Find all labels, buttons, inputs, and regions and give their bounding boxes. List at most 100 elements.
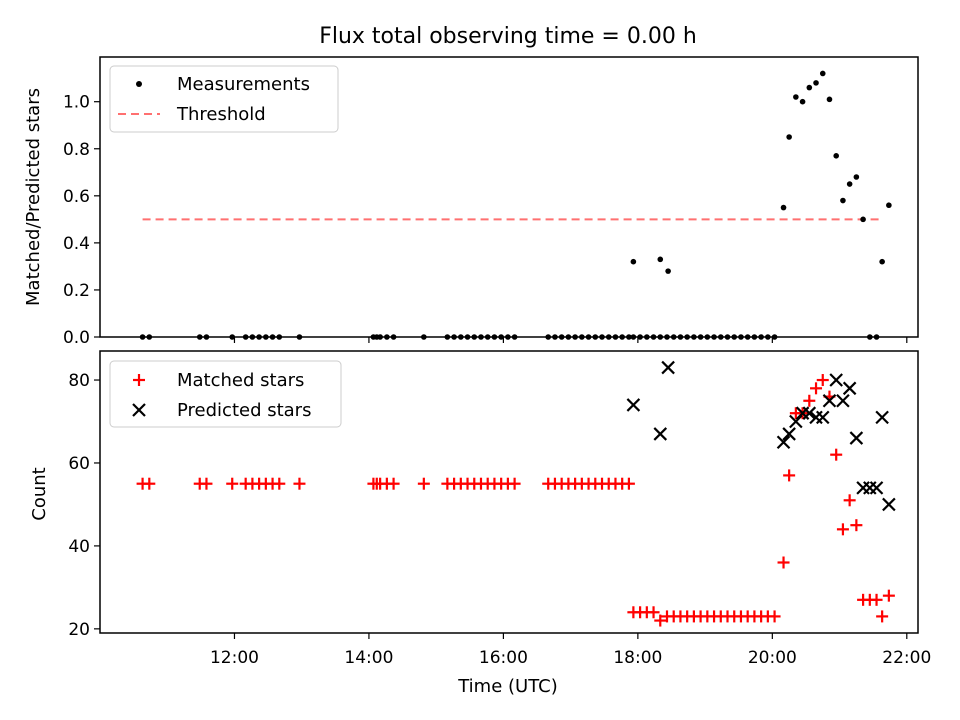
measurement-point [384,334,390,340]
measurement-point [552,334,558,340]
x-tick-label: 16:00 [479,648,528,668]
bottom-y-tick-label: 80 [68,371,90,391]
chart-title: Flux total observing time = 0.00 h [319,24,697,49]
measurement-point [886,202,892,209]
measurement-point [579,334,585,340]
bottom-y-tick-label: 60 [68,454,90,474]
measurement-point [269,334,276,340]
measurement-point [139,334,146,340]
x-tick-label: 20:00 [748,648,797,668]
top-y-tick-label: 0.0 [63,328,90,348]
top-x-ticks [233,337,908,343]
measurement-point [256,334,262,340]
top-y-tick-label: 0.6 [63,187,90,207]
measurement-point [650,334,657,340]
measurement-point [873,334,880,340]
predicted-star-point [856,481,870,495]
matched-legend-label: Matched stars [177,370,304,391]
measurement-point [296,334,303,340]
x-tick-label: 12:00 [210,648,259,668]
top-y-tick-label: 1.0 [63,93,90,113]
measurement-point [249,334,256,340]
predicted-star-point [782,427,796,441]
predicted-star-point [822,393,837,408]
measurement-point [833,153,839,159]
measurement-point [665,268,671,274]
x-tick-label: 14:00 [344,648,393,668]
measurement-point [498,334,504,340]
measurement-point [545,334,552,340]
x-axis-label: Time (UTC) [457,676,558,697]
measurement-point [444,334,451,340]
matched-star-point [830,448,843,461]
measurement-point [704,334,711,340]
measurement-point [146,334,153,340]
predicted-star-point [849,431,864,445]
matched-star-point [387,477,400,490]
measurement-point [819,70,826,77]
measurement-point [229,334,236,340]
measurements-legend-label: Measurements [177,74,310,95]
x-tick-label: 22:00 [882,648,931,668]
matched-star-point [803,394,816,407]
matched-star-point [768,610,781,623]
measurement-point [612,334,619,340]
top-y-ticks: 0.0 0.2 0.4 0.6 0.8 1.0 [63,93,100,348]
predicted-star-point [789,414,803,429]
measurements-points [139,70,892,340]
measurement-point [879,258,885,265]
measurement-point [585,334,592,340]
matched-star-point [870,593,883,606]
measurement-point [491,334,498,340]
bottom-y-tick-label: 40 [68,537,90,557]
matched-star-point [273,477,286,490]
measurement-point [697,334,704,340]
measurement-point [853,174,860,180]
measurement-point [711,334,717,340]
measurement-point [471,334,478,340]
measurement-point [744,334,751,340]
matched-star-point [200,477,213,490]
predicted-star-point [829,373,843,387]
measurement-point [657,256,664,263]
measurement-point [731,334,738,340]
measurements-legend-marker [136,81,142,87]
predicted-star-point [869,481,884,495]
matched-star-point [226,477,239,490]
matched-star-point [783,469,796,482]
predicted-star-point [875,410,889,425]
matched-star-point [508,477,521,490]
predicted-star-point [653,427,668,441]
measurement-point [724,334,731,340]
matched-star-point [622,477,635,490]
matched-star-point [293,477,306,490]
top-legend: Measurements Threshold [109,65,339,133]
predicted-legend-marker [132,403,146,417]
measurement-point [677,334,684,340]
bottom-y-axis-label: Count [29,467,50,520]
threshold-legend-label: Threshold [176,104,266,125]
measurement-point [771,334,778,340]
measurement-point [846,181,853,187]
top-y-axis-label: Matched/Predicted stars [23,88,44,306]
measurement-point [484,334,491,340]
measurement-point [511,334,518,340]
measurement-point [799,98,806,105]
measurement-point [451,334,457,340]
measurement-point [826,96,833,103]
top-panel: 0.0 0.2 0.4 0.6 0.8 1.0 Matched/Predicted sta… [23,56,919,348]
bottom-y-tick-label: 20 [68,620,90,640]
matched-star-point [417,477,430,490]
measurement-point [738,334,744,340]
matched-legend-marker [133,374,145,386]
predicted-star-point [863,481,877,495]
predicted-star-point [842,381,857,396]
measurement-point [458,334,464,340]
matched-stars-points [136,374,895,627]
measurement-point [691,334,697,340]
measurement-point [751,334,758,340]
matched-star-point [850,519,863,532]
bottom-plot-frame [99,350,919,634]
